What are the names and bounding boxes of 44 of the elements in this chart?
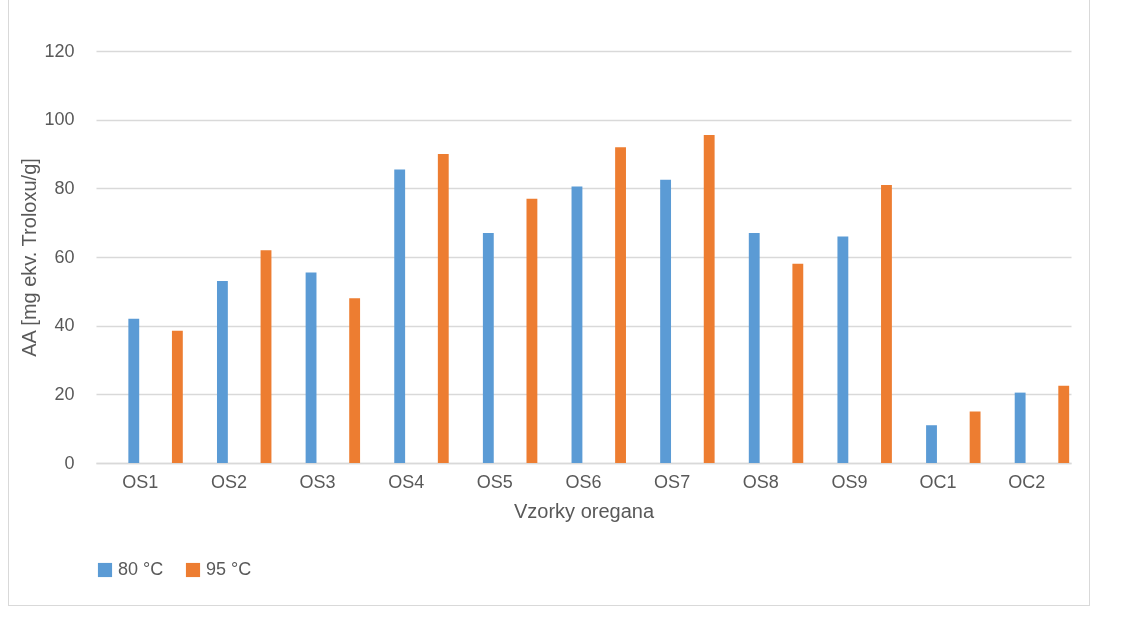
legend-label: 95 °C [206, 559, 252, 579]
bar [437, 154, 449, 463]
x-tick-label: OS1 [122, 471, 159, 492]
bar [792, 263, 804, 463]
y-tick-label: 60 [54, 246, 75, 267]
y-tick-label: 40 [54, 315, 75, 336]
x-tick-label: OS5 [476, 471, 513, 492]
x-tick-label: OS9 [831, 471, 868, 492]
bar [881, 184, 892, 463]
bar [926, 425, 937, 463]
x-tick-label: OS6 [565, 471, 602, 492]
bar [394, 169, 406, 463]
x-tick-label: OS4 [388, 471, 425, 492]
bar [482, 232, 494, 463]
bar [615, 147, 626, 463]
x-tick-label: OS2 [210, 471, 247, 492]
y-tick-label: 20 [54, 383, 75, 404]
bar [216, 281, 228, 463]
bar [571, 186, 583, 463]
bar [260, 250, 272, 463]
x-tick-label: OC1 [919, 471, 957, 492]
bar [969, 411, 981, 463]
bar [526, 198, 538, 463]
bar [349, 298, 361, 463]
bar [660, 179, 672, 463]
bar [128, 318, 140, 463]
bar [748, 232, 760, 463]
legend-label: 80 °C [118, 559, 164, 579]
bar [305, 272, 317, 463]
bar [171, 330, 183, 463]
x-tick-label: OC2 [1008, 471, 1046, 492]
x-tick-label: OS8 [742, 471, 779, 492]
y-tick-label: 80 [54, 177, 75, 198]
bar [837, 236, 849, 463]
bar [703, 135, 715, 463]
bar [1058, 385, 1070, 463]
y-tick-label: 100 [44, 109, 75, 130]
y-tick-label: 0 [64, 452, 75, 473]
x-tick-label: OS7 [654, 471, 691, 492]
bar [1014, 392, 1026, 463]
x-tick-label: OS3 [299, 471, 336, 492]
y-tick-label: 120 [44, 40, 75, 61]
y-axis-title: AA [mg ekv. Troloxu/g] [18, 158, 41, 357]
x-axis-title: Vzorky oregana [513, 499, 655, 522]
